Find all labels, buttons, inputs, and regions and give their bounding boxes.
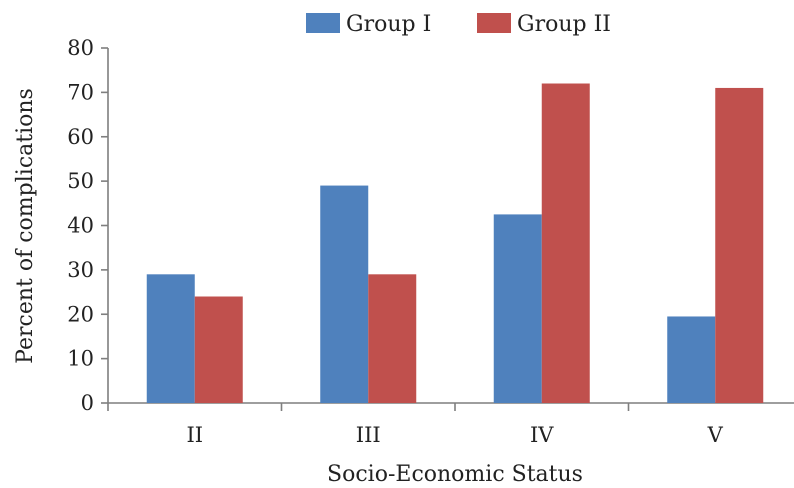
y-tick-label: 50 [67,169,94,193]
bar-group-ii-v [715,87,764,403]
y-tick-label: 30 [67,258,94,282]
y-tick-label: 20 [67,302,94,326]
y-tick-label: 10 [67,347,94,371]
legend-label: Group II [517,12,611,37]
x-tick-label: II [186,423,203,447]
bars [146,83,764,403]
legend-label: Group I [346,12,431,37]
x-tick-label: V [707,423,724,447]
y-tick-label: 40 [67,214,94,238]
bar-group-ii-iii [368,274,417,403]
bar-group-i-iii [320,185,369,403]
bar-group-ii-ii [194,296,243,403]
y-tick-label: 70 [67,80,94,104]
legend-swatch [306,13,340,33]
bar-group-i-v [667,316,716,403]
y-axis-title: Percent of complications [13,88,38,364]
x-tick-label: IV [530,423,554,447]
bar-group-i-iv [493,214,542,403]
legend-swatch [477,13,511,33]
y-axis: 0 10 20 30 40 50 60 70 80 [67,36,109,415]
legend: Group I Group II [306,12,611,37]
x-axis: II III IV V [107,402,794,447]
y-tick-label: 80 [67,36,94,60]
y-tick-label: 0 [81,391,94,415]
y-tick-label: 60 [67,125,94,149]
x-axis-title: Socio-Economic Status [327,462,583,487]
bar-group-i-ii [146,274,195,403]
x-tick-label: III [356,423,381,447]
bar-group-ii-iv [541,83,590,403]
